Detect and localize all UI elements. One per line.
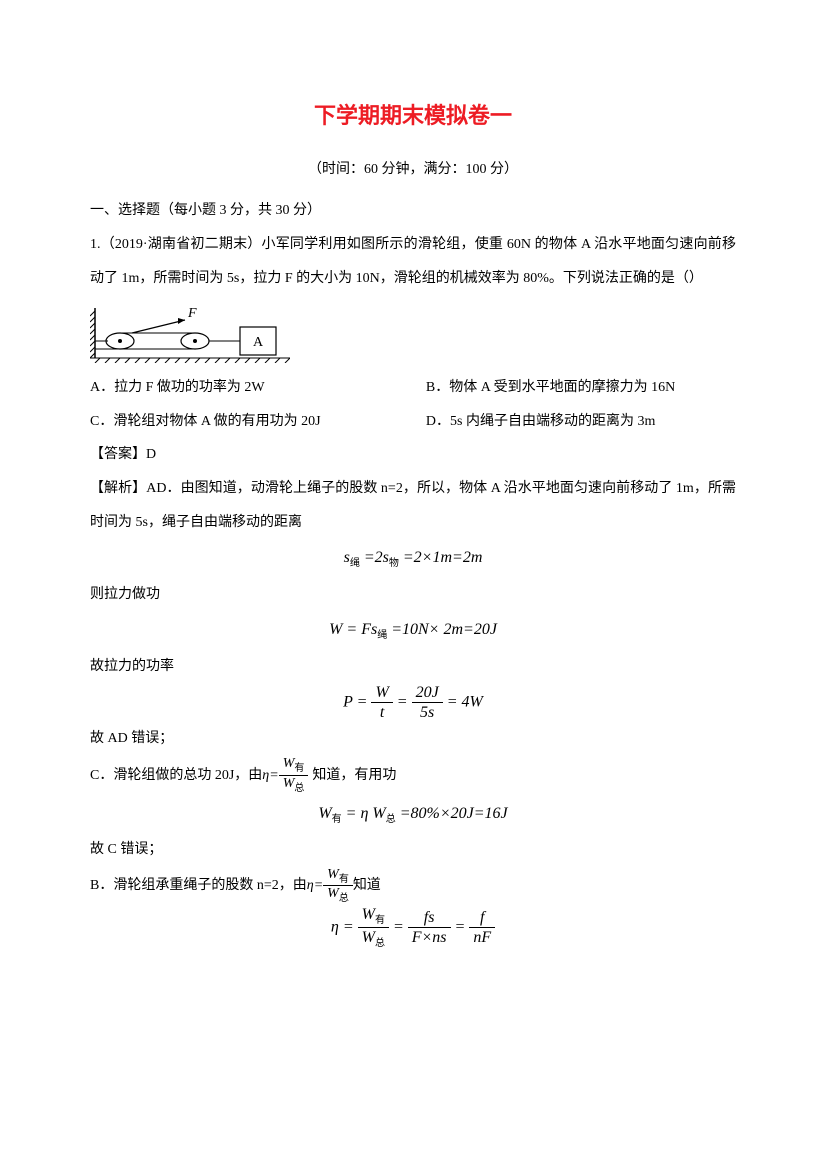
formula-5: η = W有 W总 = fsF×ns = fnF [90,905,736,950]
options-row-1: A．拉力 F 做功的功率为 2W B．物体 A 受到水平地面的摩擦力为 16N [90,371,736,405]
formula-2: W = Fs绳 =10N× 2m=20J [90,611,736,649]
section-header: 一、选择题（每小题 3 分，共 30 分） [90,194,736,228]
question-stem: 1.（2019·湖南省初二期末）小军同学利用如图所示的滑轮组，使重 60N 的物… [90,228,736,295]
pulley-diagram: F A [90,303,736,363]
option-c: C．滑轮组对物体 A 做的有用功为 20J [90,405,426,439]
formula-1: s绳 =2s物 =2×1m=2m [90,539,736,577]
line-4: 故 AD 错误； [90,722,736,756]
formula-4: W有 = η W总 =80%×20J=16J [90,795,736,833]
diagram-block-label: A [253,335,264,350]
options-row-2: C．滑轮组对物体 A 做的有用功为 20J D．5s 内绳子自由端移动的距离为 … [90,405,736,439]
line-7: B．滑轮组承重绳子的股数 n=2，由 η = W有 W总 知道 [90,867,736,906]
option-d: D．5s 内绳子自由端移动的距离为 3m [426,405,736,439]
analysis-1: 【解析】AD．由图知道，动滑轮上绳子的股数 n=2，所以，物体 A 沿水平地面匀… [90,472,736,539]
answer-line: 【答案】D [90,438,736,472]
document-subtitle: （时间：60 分钟，满分：100 分） [90,153,736,187]
line-5: C．滑轮组做的总功 20J，由 η = W有 W总 知道，有用功 [90,756,736,795]
formula-3: P = Wt = 20J5s = 4W [90,683,736,722]
line-2: 则拉力做功 [90,578,736,612]
line-3: 故拉力的功率 [90,650,736,684]
option-b: B．物体 A 受到水平地面的摩擦力为 16N [426,371,736,405]
line-6: 故 C 错误； [90,833,736,867]
option-a: A．拉力 F 做功的功率为 2W [90,371,426,405]
document-title: 下学期期末模拟卷一 [90,90,736,143]
diagram-force-label: F [187,306,197,321]
